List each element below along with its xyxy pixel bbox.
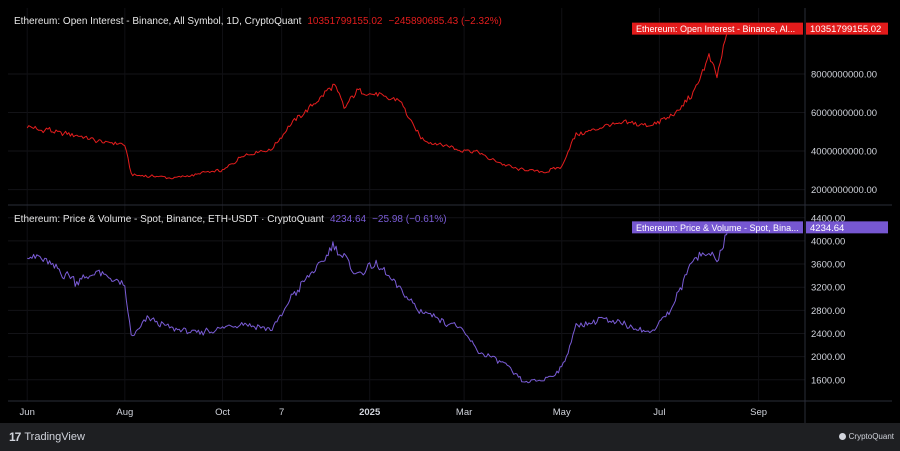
price-pane[interactable]: 1600.00 2000.00 2400.00 2800.00 3200.00 3600.… — [27, 213, 888, 386]
price-change: −25.98 (−0.61%) — [372, 214, 447, 225]
price-y-tick-label: 4400.00 — [811, 213, 845, 224]
open-interest-pane[interactable]: 2000000000.00 4000000000.00 6000000000.00 8… — [26, 22, 888, 196]
footer-bar: 17 TradingView CryptoQuant — [0, 423, 900, 451]
price-y-tick-label: 3600.00 — [811, 260, 845, 271]
x-tick-label: Mar — [456, 407, 472, 418]
price-header: Ethereum: Price & Volume - Spot, Binance… — [14, 213, 447, 226]
cryptoquant-brand: CryptoQuant — [848, 432, 894, 441]
open-interest-change: −245890685.43 (−2.32%) — [388, 16, 502, 27]
price-legend-badge-bg — [632, 221, 803, 234]
oi-last-value-badge-bg — [806, 22, 888, 35]
price-y-tick-label: 2000.00 — [811, 352, 845, 363]
price-last-value-badge: 4234.64 — [810, 223, 844, 234]
price-last-value: 4234.64 — [329, 214, 367, 225]
price-y-tick-label: 4000.00 — [811, 236, 845, 247]
x-tick-label: May — [553, 407, 571, 418]
price-legend-badge: Ethereum: Price & Volume - Spot, Bina... — [636, 223, 799, 233]
oi-y-tick-label: 2000000000.00 — [811, 185, 877, 196]
x-tick-label: Aug — [116, 407, 133, 418]
x-tick-label: 7 — [279, 407, 284, 418]
price-y-tick-label: 3200.00 — [811, 283, 845, 294]
oi-legend-badge: Ethereum: Open Interest - Binance, Al... — [636, 24, 795, 34]
x-tick-label: Jul — [653, 407, 665, 418]
price-series-line[interactable] — [27, 227, 729, 384]
price-y-tick-label: 2800.00 — [811, 306, 845, 317]
x-tick-label: 2025 — [359, 407, 381, 418]
price-last-value-badge-bg — [806, 221, 888, 234]
oi-y-tick-label: 4000000000.00 — [811, 147, 877, 158]
x-tick-label: Sep — [750, 407, 767, 418]
open-interest-title: Ethereum: Open Interest - Binance, All S… — [14, 16, 302, 27]
cryptoquant-logo-icon — [838, 433, 846, 440]
oi-y-tick-label: 6000000000.00 — [811, 108, 877, 119]
open-interest-header: Ethereum: Open Interest - Binance, All S… — [14, 15, 502, 28]
price-title: Ethereum: Price & Volume - Spot, Binance… — [14, 214, 324, 225]
time-axis[interactable]: Jun Aug Oct 7 2025 Mar May Jul Sep — [20, 407, 768, 418]
cryptoquant-logo: CryptoQuant — [838, 432, 894, 441]
price-y-tick-label: 2400.00 — [811, 329, 845, 340]
x-tick-label: Oct — [215, 407, 230, 418]
oi-series-line[interactable] — [26, 28, 729, 180]
open-interest-last-value: 10351799155.02 — [307, 16, 383, 27]
tradingview-logo[interactable]: 17 TradingView — [9, 430, 85, 444]
price-y-tick-label: 1600.00 — [811, 375, 845, 386]
x-tick-label: Jun — [20, 407, 35, 418]
oi-legend-badge-bg — [632, 22, 803, 35]
oi-y-tick-label: 8000000000.00 — [811, 69, 877, 80]
oi-last-value-badge: 10351799155.02 — [810, 24, 881, 35]
tradingview-logo-icon: 17 — [9, 430, 21, 444]
tradingview-brand: TradingView — [24, 431, 85, 443]
